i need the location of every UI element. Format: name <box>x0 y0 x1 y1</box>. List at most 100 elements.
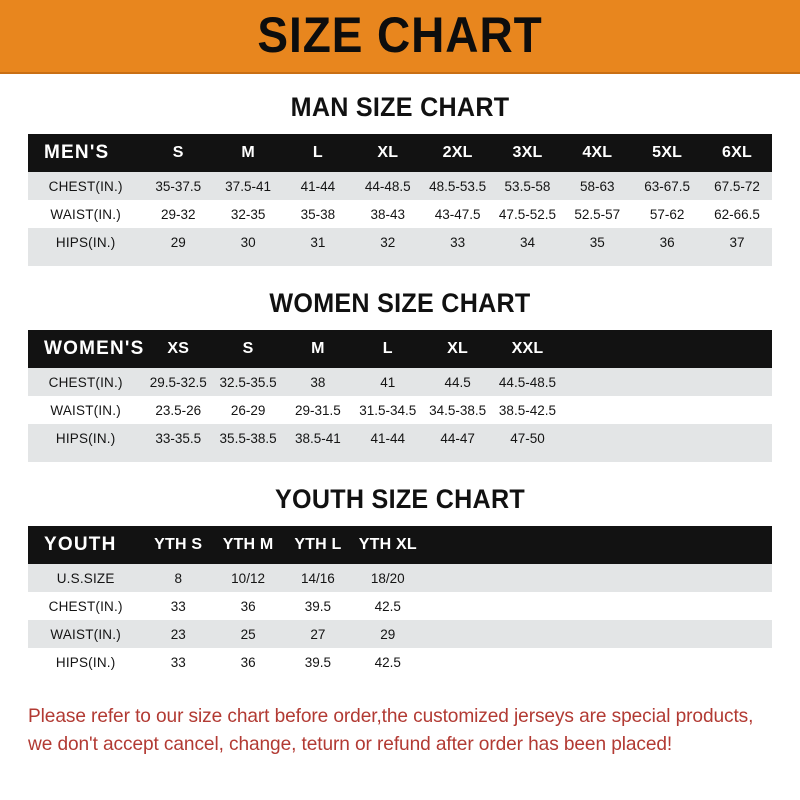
men-cell-value: 47.5-52.5 <box>492 200 563 228</box>
youth-size-table-wrap: YOUTH YTH S YTH M YTH L YTH XL U.S.SIZE 8 10/12… <box>28 526 772 676</box>
women-cell-value: 41 <box>352 368 423 396</box>
youth-row-spacer <box>422 620 772 648</box>
women-table-corner-label: WOMEN'S <box>28 330 143 368</box>
page-title: SIZE CHART <box>257 7 543 63</box>
women-column-header-xl: XL <box>422 330 493 368</box>
men-cell-value: 43-47.5 <box>422 200 493 228</box>
men-column-header-4xl: 4XL <box>562 134 633 172</box>
men-column-header-2xl: 2XL <box>422 134 493 172</box>
youth-cell-value: 18/20 <box>352 564 423 592</box>
youth-cell-value: 29 <box>352 620 423 648</box>
men-column-header-xl: XL <box>352 134 423 172</box>
women-row-label: CHEST(IN.) <box>28 368 144 396</box>
men-size-table-wrap: MEN'S S M L XL 2XL 3XL 4XL 5XL 6XL CHEST(IN.) 35-37… <box>28 134 772 256</box>
women-column-header-m: M <box>283 330 353 368</box>
women-table-row: CHEST(IN.) 29.5-32.5 32.5-35.5 38 41 44.5 44.5… <box>28 368 772 396</box>
men-cell-value: 62-66.5 <box>702 200 772 228</box>
youth-cell-value: 36 <box>213 648 283 676</box>
youth-cell-value: 23 <box>143 620 214 648</box>
men-cell-value: 30 <box>213 228 283 256</box>
section-title-youth: YOUTH SIZE CHART <box>275 484 525 514</box>
men-cell-value: 36 <box>632 228 703 256</box>
women-cell-value: 23.5-26 <box>143 396 214 424</box>
men-cell-value: 48.5-53.5 <box>422 172 493 200</box>
youth-table-corner-label: YOUTH <box>28 526 144 564</box>
women-row-spacer <box>562 368 772 396</box>
men-row-label: CHEST(IN.) <box>28 172 144 200</box>
women-cell-value: 47-50 <box>492 424 563 452</box>
youth-table-row: HIPS(IN.) 33 36 39.5 42.5 <box>28 648 772 676</box>
women-cell-value: 35.5-38.5 <box>213 424 283 452</box>
men-column-header-5xl: 5XL <box>632 134 703 172</box>
youth-cell-value: 33 <box>143 592 214 620</box>
section-title-men: MAN SIZE CHART <box>290 92 510 122</box>
men-cell-value: 29-32 <box>143 200 214 228</box>
men-column-header-6xl: 6XL <box>702 134 772 172</box>
men-cell-value: 33 <box>422 228 493 256</box>
youth-cell-value: 39.5 <box>283 648 353 676</box>
women-cell-value: 44.5-48.5 <box>492 368 563 396</box>
men-table-bottom-strip <box>28 256 772 266</box>
men-table-row: HIPS(IN.) 29 30 31 32 33 34 35 36 37 <box>28 228 772 256</box>
men-table-corner-label: MEN'S <box>28 134 144 172</box>
women-table-bottom-strip <box>28 452 772 462</box>
men-cell-value: 52.5-57 <box>562 200 633 228</box>
youth-table-bottom-strip <box>28 676 772 686</box>
women-column-header-l: L <box>352 330 423 368</box>
women-cell-value: 33-35.5 <box>143 424 214 452</box>
women-cell-value: 44-47 <box>422 424 493 452</box>
notice-line-2: we don't accept cancel, change, teturn o… <box>28 733 673 756</box>
men-cell-value: 63-67.5 <box>632 172 703 200</box>
order-policy-notice: Please refer to our size chart before or… <box>28 702 757 759</box>
women-cell-value: 41-44 <box>352 424 423 452</box>
men-cell-value: 37 <box>702 228 772 256</box>
women-cell-value: 31.5-34.5 <box>352 396 423 424</box>
women-column-header-s: S <box>213 330 283 368</box>
youth-table-row: WAIST(IN.) 23 25 27 29 <box>28 620 772 648</box>
youth-row-label: WAIST(IN.) <box>28 620 144 648</box>
women-column-header-xxl: XXL <box>492 330 563 368</box>
men-cell-value: 34 <box>492 228 563 256</box>
page-banner: SIZE CHART <box>0 0 800 74</box>
women-cell-value: 34.5-38.5 <box>422 396 493 424</box>
youth-row-spacer <box>422 564 772 592</box>
men-cell-value: 35 <box>562 228 633 256</box>
women-cell-value: 29.5-32.5 <box>143 368 214 396</box>
youth-table-header-row: YOUTH YTH S YTH M YTH L YTH XL <box>28 526 772 564</box>
youth-header-spacer <box>422 526 772 564</box>
women-table-header-row: WOMEN'S XS S M L XL XXL <box>28 330 772 368</box>
men-row-label: WAIST(IN.) <box>28 200 144 228</box>
youth-cell-value: 8 <box>143 564 214 592</box>
women-column-header-xs: XS <box>143 330 214 368</box>
women-row-spacer <box>562 396 772 424</box>
women-table-row: HIPS(IN.) 33-35.5 35.5-38.5 38.5-41 41-44 44-… <box>28 424 772 452</box>
youth-row-spacer <box>422 648 772 676</box>
women-cell-value: 38.5-42.5 <box>492 396 563 424</box>
women-row-label: HIPS(IN.) <box>28 424 144 452</box>
youth-table-row: U.S.SIZE 8 10/12 14/16 18/20 <box>28 564 772 592</box>
men-column-header-s: S <box>143 134 214 172</box>
men-table-row: WAIST(IN.) 29-32 32-35 35-38 38-43 43-47.5 47.… <box>28 200 772 228</box>
men-cell-value: 35-37.5 <box>143 172 214 200</box>
youth-cell-value: 39.5 <box>283 592 353 620</box>
women-cell-value: 29-31.5 <box>283 396 353 424</box>
men-cell-value: 41-44 <box>283 172 353 200</box>
women-size-table-wrap: WOMEN'S XS S M L XL XXL CHEST(IN.) 29.5-32.5 32.5… <box>28 330 772 452</box>
men-cell-value: 32-35 <box>213 200 283 228</box>
youth-cell-value: 14/16 <box>283 564 353 592</box>
men-cell-value: 29 <box>143 228 214 256</box>
men-cell-value: 32 <box>352 228 423 256</box>
youth-column-header-yth-s: YTH S <box>143 526 214 564</box>
men-size-table: MEN'S S M L XL 2XL 3XL 4XL 5XL 6XL CHEST(IN.) 35-37… <box>28 134 772 256</box>
youth-cell-value: 27 <box>283 620 353 648</box>
section-title-women: WOMEN SIZE CHART <box>269 288 531 318</box>
women-cell-value: 38.5-41 <box>283 424 353 452</box>
men-column-header-3xl: 3XL <box>492 134 563 172</box>
youth-cell-value: 33 <box>143 648 214 676</box>
youth-cell-value: 25 <box>213 620 283 648</box>
youth-cell-value: 42.5 <box>352 592 423 620</box>
men-cell-value: 58-63 <box>562 172 633 200</box>
men-cell-value: 37.5-41 <box>213 172 283 200</box>
youth-row-label: HIPS(IN.) <box>28 648 144 676</box>
youth-column-header-yth-l: YTH L <box>283 526 353 564</box>
